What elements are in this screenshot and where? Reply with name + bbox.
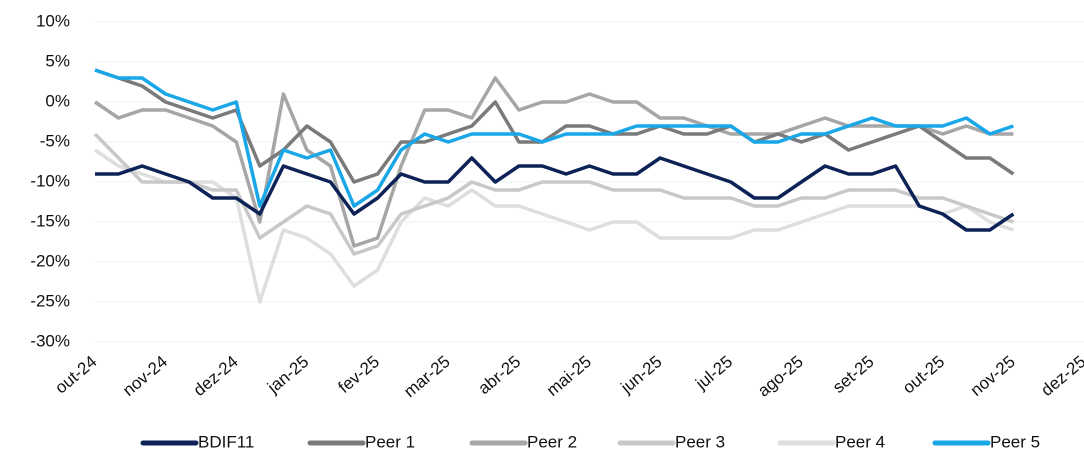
y-tick-label: 0%	[45, 91, 70, 110]
x-tick-label: nov-25	[967, 352, 1019, 400]
x-tick-label: abr-25	[474, 352, 524, 398]
x-tick-label: ago-25	[754, 352, 807, 401]
x-tick-label: jan-25	[263, 352, 312, 398]
x-tick-label: dez-25	[1037, 352, 1084, 400]
legend-label: Peer 3	[675, 432, 725, 451]
x-tick-label: nov-24	[119, 352, 171, 400]
legend-label: Peer 1	[365, 432, 415, 451]
y-tick-label: -5%	[40, 131, 70, 150]
legend-label: BDIF11	[198, 432, 254, 451]
x-tick-label: fev-25	[335, 352, 383, 397]
x-tick-label: out-25	[899, 352, 948, 398]
y-tick-label: -25%	[30, 291, 70, 310]
x-tick-label: mar-25	[400, 352, 453, 401]
legend-label: Peer 5	[990, 432, 1040, 451]
legend-label: Peer 4	[835, 432, 885, 451]
y-tick-label: 10%	[36, 11, 70, 30]
x-tick-label: set-25	[829, 352, 877, 397]
y-tick-label: -15%	[30, 211, 70, 230]
y-tick-label: -20%	[30, 251, 70, 270]
y-tick-label: -30%	[30, 331, 70, 350]
series-line	[94, 76, 1014, 248]
x-tick-label: mai-25	[543, 352, 595, 400]
series-line	[95, 156, 1015, 232]
series-line	[94, 68, 1015, 184]
x-tick-label: jun-25	[616, 352, 665, 398]
x-tick-label: jul-25	[691, 352, 736, 394]
x-tick-label: out-24	[51, 352, 100, 398]
y-tick-label: 5%	[45, 51, 70, 70]
series-line	[94, 148, 1014, 304]
x-tick-label: dez-24	[190, 352, 242, 400]
series-line	[94, 68, 1014, 208]
series-line	[93, 132, 1014, 256]
legend-label: Peer 2	[527, 432, 577, 451]
y-tick-label: -10%	[30, 171, 70, 190]
